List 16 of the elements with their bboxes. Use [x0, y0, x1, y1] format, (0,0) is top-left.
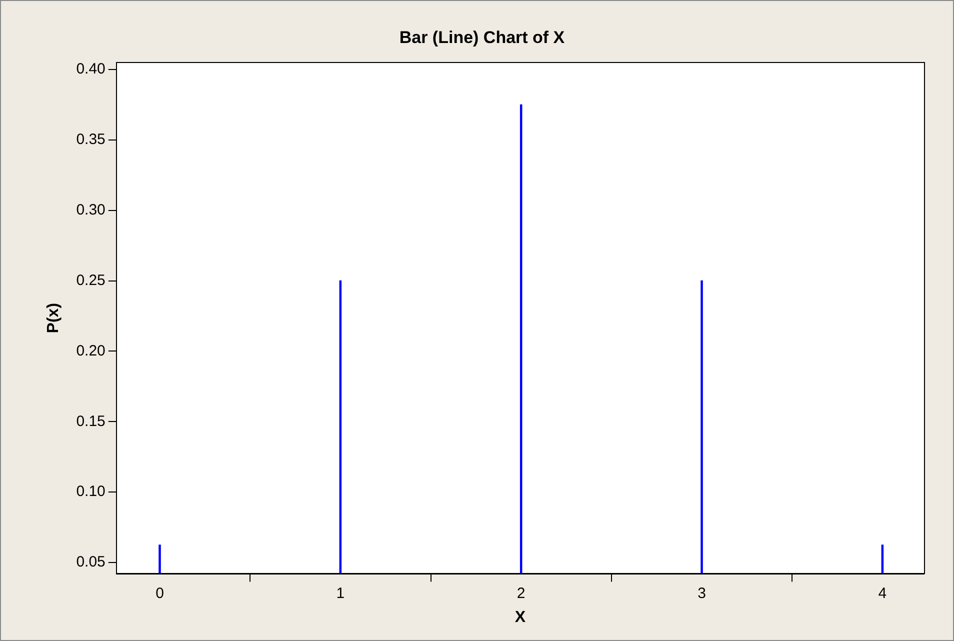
y-tick-label: 0.10 — [76, 483, 106, 500]
y-axis-title: P(x) — [45, 302, 62, 334]
x-tick-label: 3 — [698, 584, 706, 602]
y-tick-label: 0.25 — [76, 272, 106, 289]
y-tick-label: 0.20 — [76, 342, 106, 360]
x-axis-title: X — [514, 608, 526, 626]
y-tick-label: 0.40 — [76, 60, 106, 78]
x-tick-label: 1 — [336, 584, 345, 602]
x-tick-label: 4 — [878, 584, 887, 602]
chart-title: Bar (Line) Chart of X — [399, 28, 566, 47]
y-tick-label: 0.30 — [76, 201, 106, 218]
x-tick-label: 2 — [516, 584, 526, 602]
x-tick-label: 0 — [156, 584, 164, 602]
y-tick-label: 0.15 — [76, 412, 106, 430]
y-tick-label: 0.35 — [76, 131, 106, 148]
y-tick-label: 0.05 — [76, 554, 106, 571]
